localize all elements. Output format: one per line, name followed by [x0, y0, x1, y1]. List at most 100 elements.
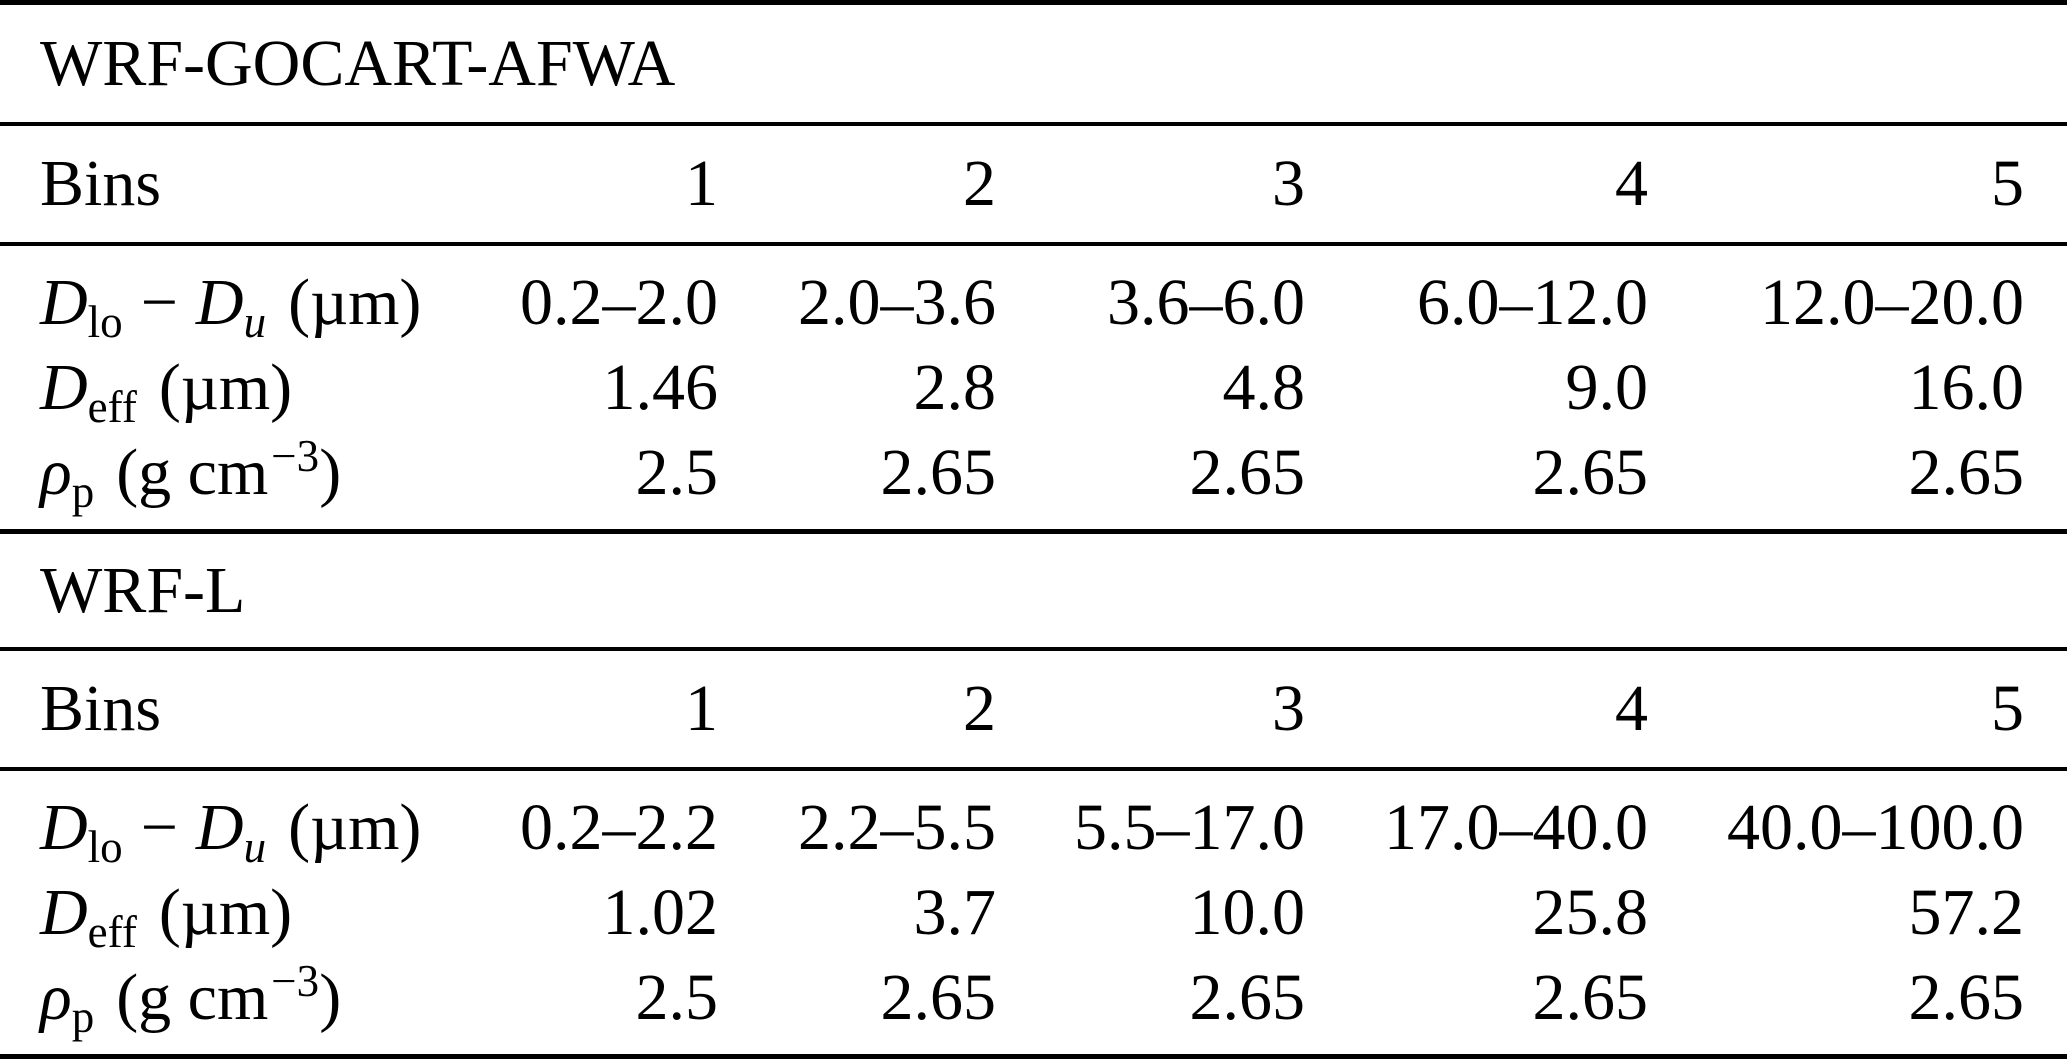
- value-cell: 2.65: [1532, 960, 1649, 1034]
- bin-number: 3: [1272, 147, 1305, 221]
- subscript-lo: lo: [87, 821, 123, 872]
- unit-micrometer: (µm): [158, 350, 293, 424]
- value-cell: 2.65: [1532, 435, 1649, 509]
- subscript-lo: lo: [87, 296, 123, 347]
- row-label: ρp (g cm−3): [0, 958, 460, 1039]
- value-cell: 25.8: [1532, 875, 1649, 949]
- bin-number: 1: [685, 147, 718, 221]
- value-cell: 2.65: [1189, 435, 1306, 509]
- value-cell: 12.0–20.0: [1760, 265, 2024, 339]
- symbol-rho: ρ: [40, 435, 72, 509]
- exponent-minus-3: −3: [271, 430, 320, 481]
- row-effective-diameter: Deff (µm) 1.46 2.8 4.8 9.0 16.0: [0, 345, 2067, 430]
- subscript-p: p: [71, 991, 95, 1042]
- section-wrf-l: WRF-L Bins 1 2 3 4 5 Dlo − Du (µm) 0.2–2.2 …: [0, 534, 2067, 1054]
- section-title: WRF-L: [40, 553, 246, 627]
- row-effective-diameter: Deff (µm) 1.02 3.7 10.0 25.8 57.2: [0, 870, 2067, 955]
- unit-density-open: (g cm: [116, 960, 269, 1034]
- minus-sign: −: [140, 790, 178, 864]
- section-title: WRF-GOCART-AFWA: [40, 26, 676, 100]
- value-cell: 2.8: [913, 350, 997, 424]
- value-cell: 0.2–2.0: [520, 265, 718, 339]
- value-cell: 5.5–17.0: [1074, 790, 1305, 864]
- bins-label: Bins: [40, 147, 162, 221]
- horizontal-rule: [0, 122, 2067, 126]
- subscript-eff: eff: [87, 906, 137, 957]
- unit-density-open: (g cm: [116, 435, 269, 509]
- unit-density-close: ): [319, 960, 342, 1034]
- row-particle-density: ρp (g cm−3) 2.5 2.65 2.65 2.65 2.65: [0, 430, 2067, 515]
- exponent-minus-3: −3: [271, 955, 320, 1006]
- bin-number: 5: [1991, 672, 2024, 746]
- horizontal-rule: [0, 242, 2067, 246]
- value-cell: 2.5: [635, 960, 719, 1034]
- symbol-rho: ρ: [40, 960, 72, 1034]
- minus-sign: −: [140, 265, 178, 339]
- value-cell: 10.0: [1189, 875, 1306, 949]
- bins-header-row: Bins 1 2 3 4 5: [0, 126, 2067, 242]
- bins-header-row: Bins 1 2 3 4 5: [0, 651, 2067, 767]
- value-cell: 3.7: [913, 875, 997, 949]
- subscript-p: p: [71, 466, 95, 517]
- value-cell: 57.2: [1908, 875, 2025, 949]
- section-separator-rule: [0, 529, 2067, 534]
- bin-number: 2: [963, 147, 996, 221]
- value-cell: 2.0–3.6: [798, 265, 996, 339]
- section-body: Dlo − Du (µm) 0.2–2.2 2.2–5.5 5.5–17.0 17.0…: [0, 771, 2067, 1054]
- row-diameter-range: Dlo − Du (µm) 0.2–2.2 2.2–5.5 5.5–17.0 17.0…: [0, 785, 2067, 870]
- symbol-D: D: [40, 790, 88, 864]
- value-cell: 3.6–6.0: [1107, 265, 1305, 339]
- bin-number: 5: [1991, 147, 2024, 221]
- symbol-D: D: [40, 350, 88, 424]
- value-cell: 2.65: [1189, 960, 1306, 1034]
- unit-density-close: ): [319, 435, 342, 509]
- horizontal-rule: [0, 767, 2067, 771]
- section-title-row: WRF-L: [0, 534, 2067, 647]
- value-cell: 2.65: [880, 960, 997, 1034]
- symbol-D: D: [195, 790, 244, 864]
- bin-number: 4: [1615, 147, 1648, 221]
- value-cell: 17.0–40.0: [1384, 790, 1648, 864]
- table-top-rule: [0, 0, 2067, 5]
- value-cell: 16.0: [1908, 350, 2025, 424]
- row-label: Deff (µm): [0, 350, 460, 430]
- row-particle-density: ρp (g cm−3) 2.5 2.65 2.65 2.65 2.65: [0, 955, 2067, 1040]
- bin-number: 2: [963, 672, 996, 746]
- bin-number: 4: [1615, 672, 1648, 746]
- table-bottom-rule: [0, 1054, 2067, 1059]
- value-cell: 0.2–2.2: [520, 790, 718, 864]
- symbol-D: D: [40, 875, 88, 949]
- value-cell: 2.65: [1908, 960, 2025, 1034]
- bin-number: 3: [1272, 672, 1305, 746]
- section-wrf-gocart-afwa: WRF-GOCART-AFWA Bins 1 2 3 4 5 Dlo − Du (µm…: [0, 5, 2067, 529]
- section-title-row: WRF-GOCART-AFWA: [0, 5, 2067, 122]
- unit-micrometer: (µm): [288, 265, 422, 339]
- value-cell: 1.02: [602, 875, 719, 949]
- row-label: Dlo − Du (µm): [0, 790, 460, 870]
- unit-micrometer: (µm): [158, 875, 293, 949]
- value-cell: 2.65: [1908, 435, 2025, 509]
- symbol-D: D: [40, 265, 88, 339]
- value-cell: 2.2–5.5: [798, 790, 996, 864]
- subscript-u: u: [243, 296, 267, 347]
- horizontal-rule: [0, 647, 2067, 651]
- section-body: Dlo − Du (µm) 0.2–2.0 2.0–3.6 3.6–6.0 6.0–1…: [0, 246, 2067, 529]
- value-cell: 1.46: [602, 350, 719, 424]
- value-cell: 6.0–12.0: [1417, 265, 1648, 339]
- row-label: Deff (µm): [0, 875, 460, 955]
- row-label: Dlo − Du (µm): [0, 265, 460, 345]
- value-cell: 9.0: [1565, 350, 1649, 424]
- bin-number: 1: [685, 672, 718, 746]
- row-label: ρp (g cm−3): [0, 433, 460, 514]
- symbol-D: D: [195, 265, 244, 339]
- value-cell: 4.8: [1222, 350, 1306, 424]
- row-diameter-range: Dlo − Du (µm) 0.2–2.0 2.0–3.6 3.6–6.0 6.0–1…: [0, 260, 2067, 345]
- value-cell: 2.65: [880, 435, 997, 509]
- subscript-eff: eff: [87, 381, 137, 432]
- bins-label: Bins: [40, 672, 162, 746]
- subscript-u: u: [243, 821, 267, 872]
- value-cell: 40.0–100.0: [1727, 790, 2024, 864]
- value-cell: 2.5: [635, 435, 719, 509]
- unit-micrometer: (µm): [288, 790, 422, 864]
